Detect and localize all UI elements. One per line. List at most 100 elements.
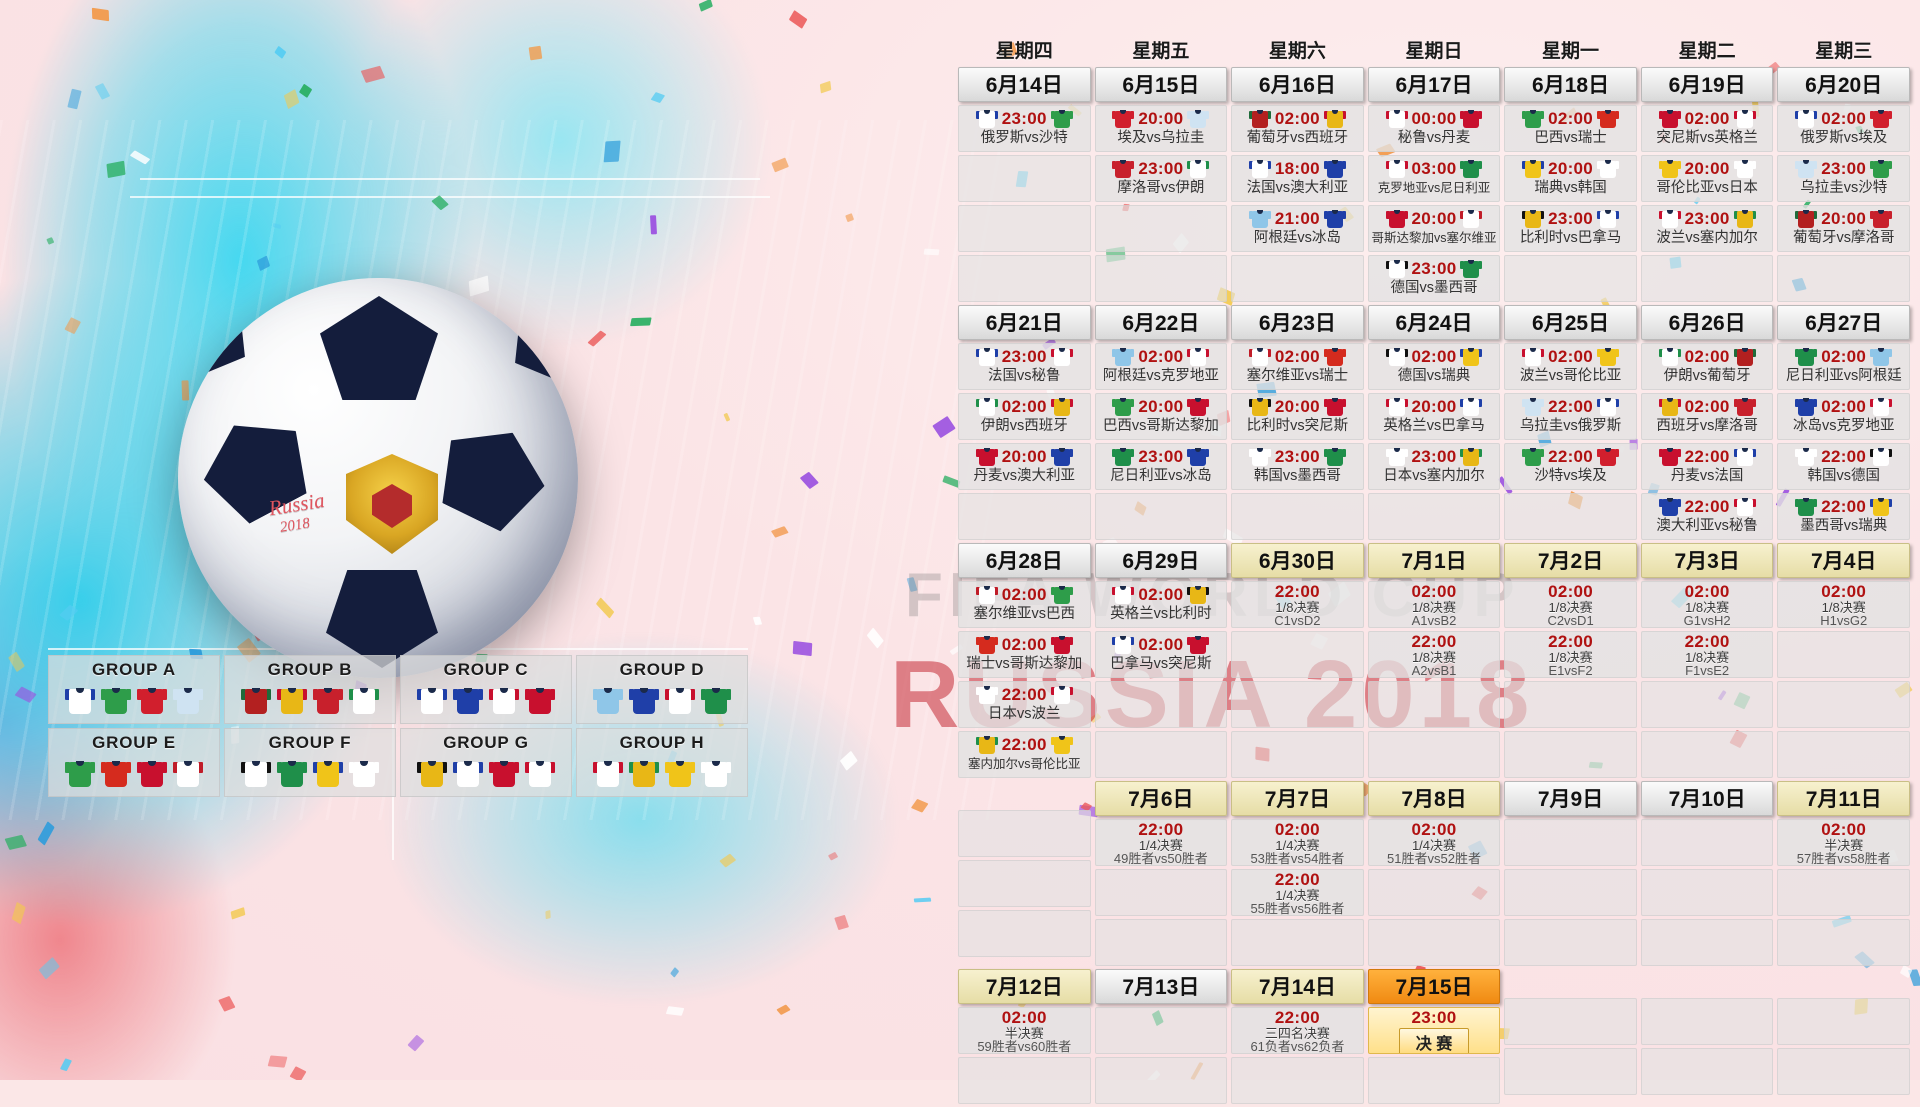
date-badge[interactable]: 7月8日 (1367, 781, 1501, 816)
match-slot[interactable]: 02:00 巴西vs瑞士 (1504, 105, 1637, 152)
knockout-match-slot[interactable]: 22:00 1/8决赛 F1vsE2 (1640, 631, 1774, 678)
match-slot[interactable]: 22:00 乌拉圭vs俄罗斯 (1504, 393, 1637, 440)
match-slot[interactable]: 02:00 尼日利亚vs阿根廷 (1777, 343, 1910, 390)
date-badge[interactable]: 6月16日 (1231, 67, 1364, 102)
date-badge[interactable]: 7月13日 (1094, 969, 1228, 1004)
date-badge[interactable]: 6月21日 (958, 305, 1091, 340)
date-badge[interactable]: 6月27日 (1777, 305, 1910, 340)
match-slot[interactable]: 21:00 阿根廷vs冰岛 (1231, 205, 1364, 252)
match-slot[interactable]: 02:00 德国vs瑞典 (1367, 343, 1501, 390)
match-slot[interactable]: 02:00 突尼斯vs英格兰 (1640, 105, 1774, 152)
date-badge[interactable]: 7月4日 (1777, 543, 1910, 578)
knockout-match-slot[interactable]: 22:00 1/4决赛 55胜者vs56胜者 (1231, 869, 1364, 916)
match-slot[interactable]: 02:00 伊朗vs西班牙 (958, 393, 1091, 440)
date-badge[interactable]: 7月6日 (1094, 781, 1228, 816)
match-slot[interactable]: 20:00 哥伦比亚vs日本 (1640, 155, 1774, 202)
date-badge[interactable]: 7月1日 (1367, 543, 1501, 578)
match-slot[interactable]: 20:00 英格兰vs巴拿马 (1367, 393, 1501, 440)
match-slot[interactable]: 22:00 丹麦vs法国 (1640, 443, 1774, 490)
match-slot[interactable]: 20:00 哥斯达黎加vs塞尔维亚 (1367, 205, 1501, 252)
match-slot[interactable]: 23:00 俄罗斯vs沙特 (958, 105, 1091, 152)
knockout-match-slot[interactable]: 22:00 1/4决赛 49胜者vs50胜者 (1094, 819, 1228, 866)
match-slot[interactable]: 18:00 法国vs澳大利亚 (1231, 155, 1364, 202)
match-slot[interactable]: 00:00 秘鲁vs丹麦 (1367, 105, 1501, 152)
knockout-match-slot[interactable]: 02:00 1/8决赛 G1vsH2 (1640, 581, 1774, 628)
match-slot[interactable]: 02:00 葡萄牙vs西班牙 (1231, 105, 1364, 152)
group-box-g[interactable]: GROUP G (400, 728, 572, 797)
date-badge[interactable]: 6月22日 (1094, 305, 1228, 340)
group-box-c[interactable]: GROUP C (400, 655, 572, 724)
date-badge[interactable]: 6月17日 (1367, 67, 1501, 102)
match-slot[interactable]: 20:00 丹麦vs澳大利亚 (958, 443, 1091, 490)
date-badge[interactable]: 6月23日 (1231, 305, 1364, 340)
date-badge[interactable]: 6月25日 (1504, 305, 1637, 340)
date-badge[interactable]: 7月15日 (1367, 969, 1501, 1004)
date-badge[interactable]: 6月28日 (958, 543, 1091, 578)
match-slot[interactable]: 23:00 尼日利亚vs冰岛 (1094, 443, 1228, 490)
match-slot[interactable]: 02:00 塞尔维亚vs瑞士 (1231, 343, 1364, 390)
match-slot[interactable]: 20:00 瑞典vs韩国 (1504, 155, 1637, 202)
match-slot[interactable]: 03:00 克罗地亚vs尼日利亚 (1367, 155, 1501, 202)
match-slot[interactable]: 02:00 巴拿马vs突尼斯 (1094, 631, 1228, 678)
date-badge[interactable]: 7月2日 (1504, 543, 1637, 578)
knockout-match-slot[interactable]: 22:00 三四名决赛 61负者vs62负者 (1231, 1007, 1364, 1054)
match-slot[interactable]: 22:00 墨西哥vs瑞典 (1777, 493, 1910, 540)
date-badge[interactable]: 6月26日 (1640, 305, 1774, 340)
group-box-d[interactable]: GROUP D (576, 655, 748, 724)
match-slot[interactable]: 23:00 韩国vs墨西哥 (1231, 443, 1364, 490)
date-badge[interactable]: 6月29日 (1094, 543, 1228, 578)
knockout-match-slot[interactable]: 22:00 1/8决赛 E1vsF2 (1504, 631, 1637, 678)
knockout-match-slot[interactable]: 02:00 1/4决赛 53胜者vs54胜者 (1231, 819, 1364, 866)
match-slot[interactable]: 23:00 波兰vs塞内加尔 (1640, 205, 1774, 252)
match-slot[interactable]: 02:00 波兰vs哥伦比亚 (1504, 343, 1637, 390)
date-badge[interactable]: 7月11日 (1777, 781, 1910, 816)
group-box-h[interactable]: GROUP H (576, 728, 748, 797)
date-badge[interactable]: 7月7日 (1231, 781, 1364, 816)
date-badge[interactable]: 7月12日 (958, 969, 1091, 1004)
date-badge[interactable]: 6月15日 (1094, 67, 1228, 102)
knockout-match-slot[interactable]: 02:00 半决赛 59胜者vs60胜者 (958, 1007, 1091, 1054)
match-slot[interactable]: 23:00 法国vs秘鲁 (958, 343, 1091, 390)
match-slot[interactable]: 22:00 日本vs波兰 (958, 681, 1091, 728)
match-slot[interactable]: 22:00 澳大利亚vs秘鲁 (1640, 493, 1774, 540)
date-badge[interactable]: 7月3日 (1640, 543, 1774, 578)
knockout-match-slot[interactable]: 22:00 1/8决赛 C1vsD2 (1231, 581, 1364, 628)
group-box-f[interactable]: GROUP F (224, 728, 396, 797)
date-badge[interactable]: 6月20日 (1777, 67, 1910, 102)
match-slot[interactable]: 22:00 塞内加尔vs哥伦比亚 (958, 731, 1091, 778)
match-slot[interactable]: 02:00 英格兰vs比利时 (1094, 581, 1228, 628)
match-slot[interactable]: 02:00 阿根廷vs克罗地亚 (1094, 343, 1228, 390)
date-badge[interactable]: 7月10日 (1640, 781, 1774, 816)
match-slot[interactable]: 02:00 冰岛vs克罗地亚 (1777, 393, 1910, 440)
date-badge[interactable]: 6月18日 (1504, 67, 1637, 102)
match-slot[interactable]: 23:00 德国vs墨西哥 (1367, 255, 1501, 302)
match-slot[interactable]: 20:00 比利时vs突尼斯 (1231, 393, 1364, 440)
match-slot[interactable]: 23:00 比利时vs巴拿马 (1504, 205, 1637, 252)
knockout-match-slot[interactable]: 02:00 1/8决赛 A1vsB2 (1367, 581, 1501, 628)
match-slot[interactable]: 23:00 乌拉圭vs沙特 (1777, 155, 1910, 202)
match-slot[interactable]: 20:00 葡萄牙vs摩洛哥 (1777, 205, 1910, 252)
group-box-a[interactable]: GROUP A (48, 655, 220, 724)
group-box-b[interactable]: GROUP B (224, 655, 396, 724)
match-slot[interactable]: 23:00 摩洛哥vs伊朗 (1094, 155, 1228, 202)
date-badge[interactable]: 6月19日 (1640, 67, 1774, 102)
group-box-e[interactable]: GROUP E (48, 728, 220, 797)
final-match-slot[interactable]: 23:00 决 赛 (1367, 1007, 1501, 1054)
match-slot[interactable]: 20:00 巴西vs哥斯达黎加 (1094, 393, 1228, 440)
knockout-match-slot[interactable]: 02:00 1/8决赛 H1vsG2 (1777, 581, 1910, 628)
match-slot[interactable]: 02:00 俄罗斯vs埃及 (1777, 105, 1910, 152)
date-badge[interactable]: 6月14日 (958, 67, 1091, 102)
date-badge[interactable]: 7月9日 (1504, 781, 1637, 816)
match-slot[interactable]: 20:00 埃及vs乌拉圭 (1094, 105, 1228, 152)
date-badge[interactable]: 6月30日 (1231, 543, 1364, 578)
knockout-match-slot[interactable]: 02:00 1/4决赛 51胜者vs52胜者 (1367, 819, 1501, 866)
knockout-match-slot[interactable]: 02:00 1/8决赛 C2vsD1 (1504, 581, 1637, 628)
match-slot[interactable]: 02:00 塞尔维亚vs巴西 (958, 581, 1091, 628)
match-slot[interactable]: 02:00 瑞士vs哥斯达黎加 (958, 631, 1091, 678)
date-badge[interactable]: 6月24日 (1367, 305, 1501, 340)
knockout-match-slot[interactable]: 22:00 1/8决赛 A2vsB1 (1367, 631, 1501, 678)
match-slot[interactable]: 02:00 伊朗vs葡萄牙 (1640, 343, 1774, 390)
date-badge[interactable]: 7月14日 (1231, 969, 1364, 1004)
knockout-match-slot[interactable]: 02:00 半决赛 57胜者vs58胜者 (1777, 819, 1910, 866)
match-slot[interactable]: 22:00 沙特vs埃及 (1504, 443, 1637, 490)
